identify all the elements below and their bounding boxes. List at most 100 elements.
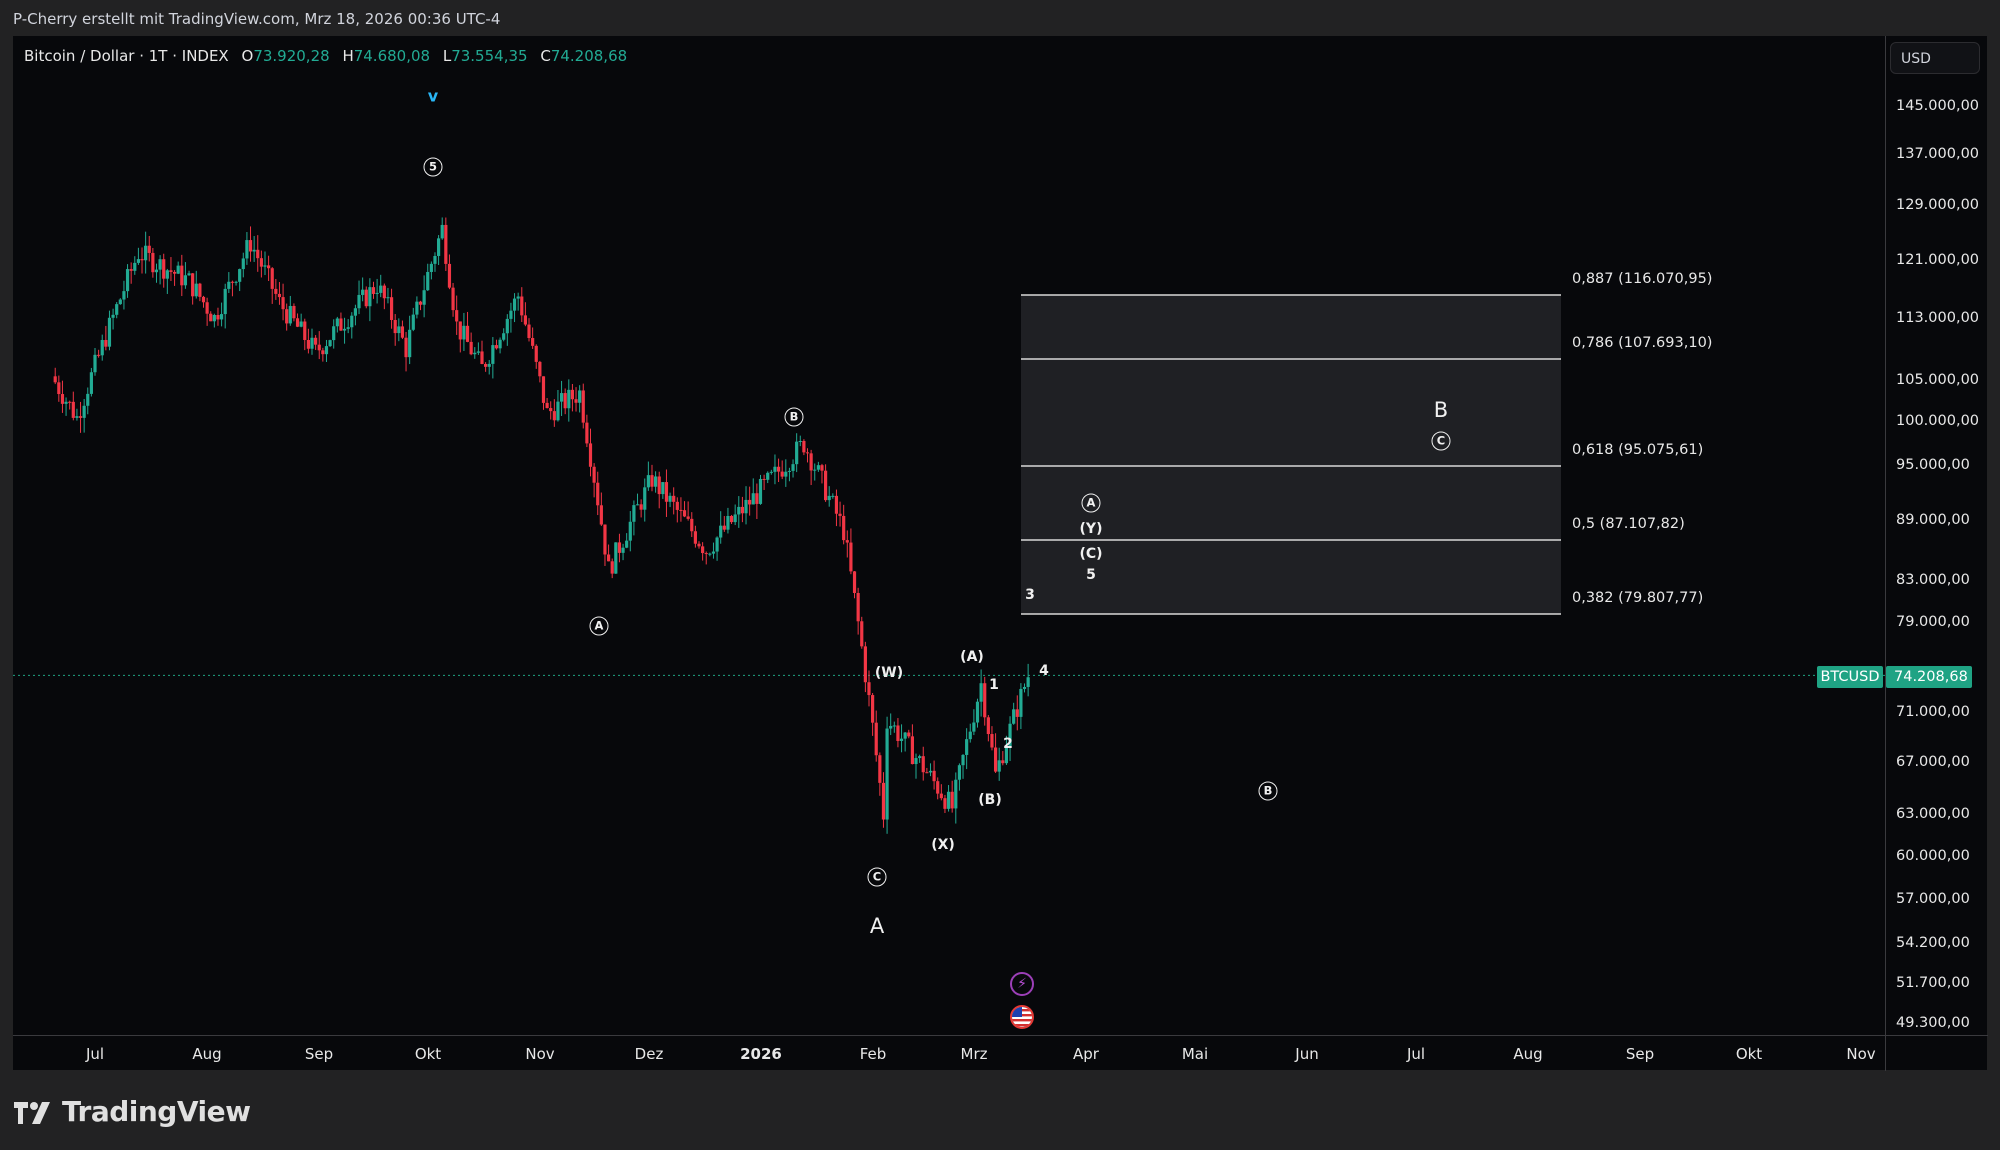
candle-body (64, 401, 68, 404)
candle-body (661, 482, 665, 495)
currency-button[interactable]: USD (1890, 42, 1980, 74)
candle-body (827, 495, 831, 501)
candle-body (711, 551, 716, 554)
candle-body (209, 313, 213, 322)
candlestick-plot[interactable] (13, 36, 1885, 1035)
chart-pane[interactable] (13, 36, 1987, 1070)
candle-body (277, 293, 282, 298)
wave-label: (X) (931, 837, 955, 853)
candle-body (328, 340, 332, 347)
candle-body (527, 324, 531, 339)
candle-body (899, 738, 904, 741)
symbol-title[interactable]: Bitcoin / Dollar · 1T · INDEX (24, 47, 229, 65)
candle-body (697, 543, 701, 547)
price-axis[interactable] (1885, 36, 1988, 1035)
candle-body (654, 476, 658, 487)
candle-body (863, 646, 867, 683)
candle-body (910, 736, 914, 765)
price-tick: 63.000,00 (1896, 806, 1970, 822)
candle-body (946, 791, 951, 809)
candle-body (1019, 688, 1023, 717)
time-tick: Jul (85, 1045, 105, 1063)
axis-corner (1885, 1035, 1988, 1071)
candle-body (104, 339, 108, 347)
candle-body (708, 553, 712, 555)
candle-body (813, 469, 817, 471)
candle-body (715, 537, 719, 552)
candle-body (346, 327, 350, 329)
candle-body (494, 345, 499, 349)
candle-body (191, 273, 195, 297)
candle-body (234, 281, 238, 283)
lightning-event-icon[interactable]: ⚡ (1010, 972, 1034, 996)
candle-body (896, 725, 900, 741)
candle-body (599, 505, 603, 525)
candle-body (484, 363, 488, 367)
candle-body (371, 287, 376, 294)
candle-body (657, 476, 661, 495)
candle-body (701, 546, 705, 554)
candle-body (436, 238, 441, 256)
candle-body (531, 338, 535, 346)
candle-body (943, 798, 947, 809)
candle-body (860, 621, 864, 647)
candle-body (990, 734, 994, 748)
candle-body (632, 505, 636, 522)
candle-body (285, 309, 289, 324)
candle-body (458, 321, 462, 340)
candle-body (643, 487, 647, 510)
candle-body (57, 382, 61, 395)
candle-body (241, 258, 245, 270)
candle-body (198, 283, 202, 297)
candle-body (183, 275, 188, 286)
candle-body (690, 518, 694, 532)
candle-body (968, 731, 972, 740)
wave-label: (Y) (1079, 521, 1103, 537)
candle-body (581, 390, 585, 423)
candle-body (903, 732, 907, 739)
price-tick: 57.000,00 (1896, 891, 1970, 907)
tradingview-logo-icon (14, 1101, 50, 1124)
candle-body (823, 470, 828, 501)
candle-body (722, 525, 726, 530)
candle-body (86, 393, 90, 406)
candle-body (144, 245, 148, 261)
time-axis[interactable] (13, 1035, 1885, 1071)
candle-body (549, 408, 553, 412)
candle-body (552, 411, 556, 421)
candle-body (350, 315, 354, 328)
candle-body (776, 466, 781, 472)
candle-body (975, 701, 980, 723)
candle-body (802, 440, 806, 453)
us-flag-event-icon[interactable] (1010, 1005, 1034, 1029)
candle-body (310, 337, 314, 349)
tradingview-brand: TradingView (62, 1095, 251, 1128)
candle-body (795, 441, 799, 465)
fib-level-label: 0,887 (116.070,95) (1572, 271, 1713, 287)
tradingview-logo[interactable]: TradingView (14, 1095, 251, 1128)
wave-label: (C) (1079, 546, 1103, 562)
candle-body (418, 301, 423, 305)
high-label: H (342, 47, 354, 65)
candle-body (986, 717, 990, 735)
time-tick: Nov (525, 1045, 555, 1063)
ohlc-legend: Bitcoin / Dollar · 1T · INDEX O73.920,28… (24, 47, 627, 65)
candle-body (165, 270, 169, 279)
candle-body (805, 452, 810, 454)
candle-body (556, 401, 560, 421)
candle-body (433, 255, 437, 264)
candle-body (603, 524, 607, 555)
close-value: 74.208,68 (550, 47, 628, 65)
candle-body (592, 466, 596, 483)
candle-body (635, 504, 640, 506)
candle-body (397, 326, 401, 334)
candle-body (541, 376, 546, 403)
wave-label: 3 (1025, 587, 1035, 603)
candle-body (588, 443, 593, 467)
low-value: 73.554,35 (451, 47, 528, 65)
candle-body (907, 732, 911, 737)
open-value: 73.920,28 (253, 47, 330, 65)
candle-body (954, 779, 958, 809)
candle-body (892, 725, 896, 727)
time-tick: Apr (1073, 1045, 1099, 1063)
